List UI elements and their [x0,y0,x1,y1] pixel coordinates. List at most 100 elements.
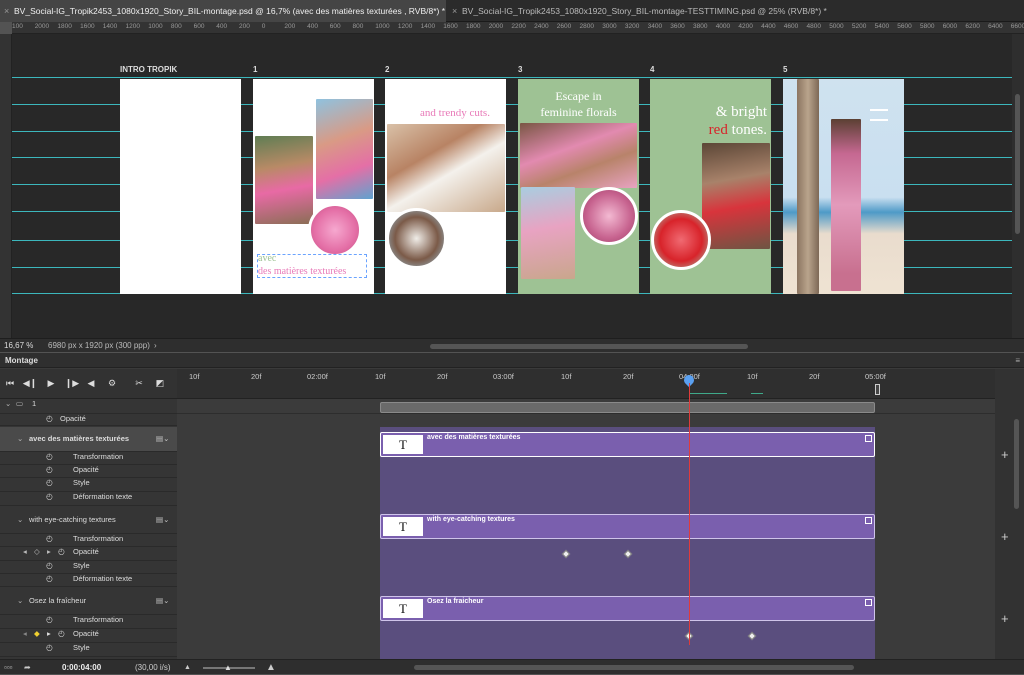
go-to-first-frame-button[interactable]: ⏮ [5,378,15,388]
ruler-mark: 5000 [829,23,844,30]
property-row[interactable]: ◂ ◆ ▸ ◴ Opacité [0,629,177,643]
layer-row[interactable]: ⌄ with eye-catching textures ▤⌄ [0,506,177,534]
scrollbar-thumb[interactable] [1015,94,1020,234]
artboard-intro[interactable] [120,79,241,294]
horizontal-scrollbar[interactable] [430,344,748,349]
artboard-2[interactable]: and trendy cuts. [385,79,506,294]
film-strip-icon[interactable]: ▤⌄ [156,434,170,443]
track-scrollbar-thumb[interactable] [1014,419,1019,509]
film-strip-icon[interactable]: ▤⌄ [156,515,170,524]
clip-end-icon[interactable] [865,599,872,606]
clip-layer-3[interactable]: T Osez la fraicheur [380,596,875,621]
chevron-down-icon[interactable]: ⌄ [17,515,24,524]
ruler-mark: 400 [307,23,318,30]
current-time[interactable]: 0:00:04:00 [62,663,102,672]
split-scissors-icon[interactable]: ✂ [135,378,143,388]
playhead-line[interactable] [689,383,690,645]
panel-menu-icon[interactable]: ≡ [1015,356,1020,365]
zoom-out-icon[interactable]: ▲ [184,664,191,671]
zoom-slider-thumb[interactable]: ▲ [224,663,232,672]
property-row[interactable]: ◴ Déformation texte [0,574,177,587]
prev-keyframe-icon[interactable]: ◂ [23,629,27,638]
settings-gear-icon[interactable]: ⚙ [107,378,117,388]
document-tab-testtiming[interactable]: × BV_Social-IG_Tropik2453_1080x1920_Story… [448,0,828,22]
layer-row-selected[interactable]: ⌄ avec des matières texturées ▤⌄ [0,427,177,452]
timeline-horizontal-scrollbar[interactable] [414,665,854,670]
clip-layer-1[interactable]: T avec des matières texturées [380,432,875,457]
stopwatch-icon[interactable]: ◴ [46,492,53,501]
play-button[interactable]: ▶ [47,378,55,388]
stopwatch-icon[interactable]: ◴ [46,643,53,652]
stopwatch-icon[interactable]: ◴ [46,615,53,624]
stopwatch-icon[interactable]: ◴ [46,534,53,543]
add-media-icon[interactable]: + [1001,529,1009,544]
stopwatch-icon[interactable]: ◴ [58,629,65,638]
prev-keyframe-icon[interactable]: ◂ [23,547,27,556]
artboard-5[interactable] [783,79,904,294]
property-row[interactable]: ◴ Déformation texte [0,492,177,506]
artboard-3[interactable]: Escape in feminine florals [518,79,639,294]
audio-button[interactable]: ◀ [87,378,95,388]
stopwatch-icon[interactable]: ◴ [58,547,65,556]
stopwatch-icon[interactable]: ◴ [46,574,53,583]
render-video-icon[interactable]: ▫▫▫ [4,663,13,672]
stopwatch-icon[interactable]: ◴ [46,561,53,570]
close-icon[interactable]: × [4,6,10,16]
vertical-scrollbar[interactable] [1012,34,1024,338]
status-menu-arrow[interactable]: › [154,341,157,350]
clip-layer-2[interactable]: T with eye-catching textures [380,514,875,539]
stopwatch-icon[interactable]: ◴ [46,465,53,474]
property-row[interactable]: ◴ Style [0,478,177,492]
property-row[interactable]: ◴ Opacité [0,465,177,478]
timecode-label: 20f [809,372,820,381]
keyframe-active-icon[interactable]: ◆ [34,629,40,638]
ruler-mark: 1600 [80,23,95,30]
next-frame-button[interactable]: ❙▶ [64,378,80,388]
stopwatch-icon[interactable]: ◴ [46,452,53,461]
vertical-ruler [0,34,12,338]
transition-icon[interactable]: ◩ [155,378,165,388]
property-row[interactable]: ◴ Style [0,561,177,574]
next-keyframe-icon[interactable]: ▸ [47,547,51,556]
previous-frame-button[interactable]: ◀❙ [22,378,38,388]
ruler-mark: 1200 [397,23,413,30]
zoom-level[interactable]: 16,67 % [4,341,34,350]
add-keyframe-icon[interactable]: ◇ [34,547,40,556]
ruler-mark: 4000 [715,23,731,30]
share-arrow-icon[interactable]: ➦ [24,663,31,672]
timeline-ruler[interactable]: 10f 20f 02:00f 10f 20f 03:00f 10f 20f 04… [177,369,995,399]
document-tab-montage[interactable]: × BV_Social-IG_Tropik2453_1080x1920_Story… [0,0,446,22]
zoom-slider-track[interactable] [203,667,255,669]
zoom-in-icon[interactable]: ▲ [266,662,276,673]
layer-row[interactable]: ⌄ Osez la fraîcheur ▤⌄ [0,587,177,615]
add-media-icon[interactable]: + [1001,447,1009,462]
property-row[interactable]: ◂ ◇ ▸ ◴ Opacité [0,547,177,561]
canvas-area[interactable]: INTRO TROPIK 1 2 3 4 5 avec des matières… [12,34,1012,338]
property-row[interactable]: ◴ Transformation [0,615,177,629]
artboard-1[interactable]: avec des matières texturées [253,79,374,294]
chevron-down-icon[interactable]: ⌄ [17,596,24,605]
stopwatch-icon[interactable]: ◴ [46,414,53,423]
chevron-down-icon[interactable]: ⌄ [5,399,12,408]
property-row[interactable]: ◴ Opacité [0,414,177,426]
text-selection-box[interactable] [257,254,367,278]
artboard-4[interactable]: & bright red tones. [650,79,771,294]
add-media-icon[interactable]: + [1001,611,1009,626]
property-row[interactable]: ◴ Transformation [0,452,177,465]
work-area-end-handle[interactable] [875,384,880,395]
group-bar[interactable] [380,402,875,413]
property-row[interactable]: ◴ Style [0,643,177,657]
next-keyframe-icon[interactable]: ▸ [47,629,51,638]
close-icon[interactable]: × [452,6,458,16]
clip-end-icon[interactable] [865,517,872,524]
text-thumbnail: T [383,517,423,536]
layer-group-row[interactable]: ⌄ ▭ 1 [0,399,177,414]
clip-end-icon[interactable] [865,435,872,442]
timeline-tracks[interactable]: T avec des matières texturées T with eye… [177,399,995,659]
guide-line [12,293,1012,294]
stopwatch-icon[interactable]: ◴ [46,478,53,487]
film-strip-icon[interactable]: ▤⌄ [156,596,170,605]
chevron-down-icon[interactable]: ⌄ [17,434,24,443]
timecode-label: 20f [251,372,262,381]
property-row[interactable]: ◴ Transformation [0,534,177,547]
